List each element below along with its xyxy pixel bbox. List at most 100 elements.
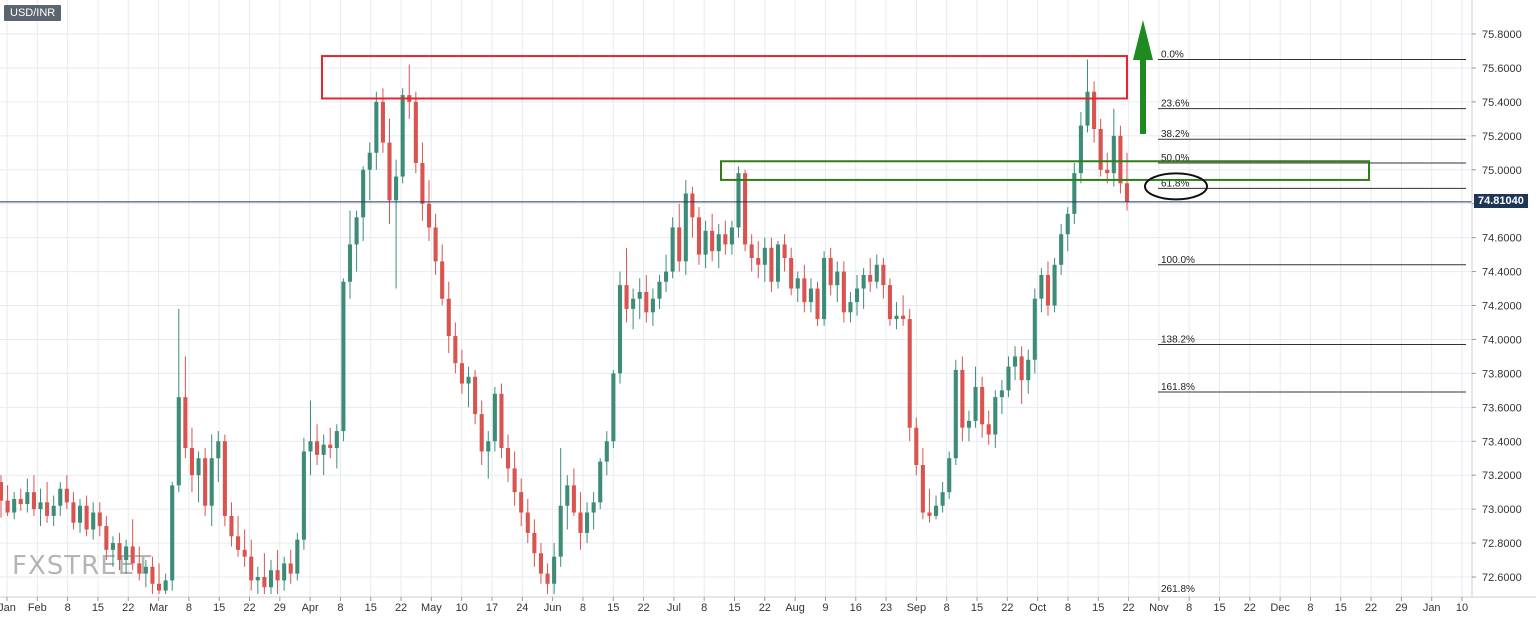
candle-body	[986, 424, 991, 435]
candle-body	[815, 288, 820, 320]
candle-body	[156, 583, 162, 591]
candle-body	[150, 566, 155, 584]
x-tick-label: 8	[1186, 602, 1192, 614]
candle-body	[124, 546, 129, 561]
x-tick-label: Sep	[907, 602, 927, 614]
candle-body	[328, 444, 333, 449]
candle-body	[604, 441, 609, 462]
annotations	[0, 20, 1472, 203]
candle-body	[914, 427, 919, 466]
candle-body	[1124, 183, 1130, 202]
x-tick-label: 15	[1213, 602, 1225, 614]
y-tick-label: 72.6000	[1482, 572, 1522, 584]
x-tick-label: 15	[213, 602, 225, 614]
candle-body	[1118, 135, 1123, 184]
candle-body	[795, 278, 800, 289]
candle-body	[1006, 366, 1011, 391]
candle-body	[644, 291, 649, 313]
candle-body	[262, 577, 267, 588]
y-tick-label: 73.4000	[1482, 436, 1522, 448]
x-tick-label: 15	[1335, 602, 1347, 614]
candle-body	[110, 543, 115, 550]
candle-body	[347, 244, 353, 282]
fib-label: 61.8%	[1161, 178, 1189, 189]
candle-body	[84, 505, 89, 530]
fib-label: 100.0%	[1161, 255, 1195, 266]
candle-body	[130, 546, 135, 564]
candle-body	[31, 492, 36, 510]
candle-body	[1039, 274, 1044, 299]
candle-body	[637, 291, 642, 299]
candle-body	[690, 193, 695, 218]
x-tick-label: 8	[1065, 602, 1071, 614]
x-tick-label: Jan	[0, 602, 16, 614]
candle-body	[249, 556, 254, 581]
candle-body	[440, 261, 445, 299]
fib-label: 161.8%	[1161, 382, 1195, 393]
candle-body	[268, 570, 274, 588]
candle-body	[58, 488, 63, 506]
candle-body	[189, 448, 195, 476]
candle-body	[499, 393, 504, 449]
x-tick-label: 22	[1244, 602, 1256, 614]
candle-body	[940, 492, 945, 506]
candle-body	[1052, 264, 1057, 306]
candle-body	[71, 502, 76, 523]
x-tick-label: Jan	[1423, 602, 1441, 614]
x-tick-label: 22	[637, 602, 649, 614]
candle-body	[486, 441, 491, 452]
candle-body	[835, 271, 840, 286]
candle-body	[400, 95, 405, 177]
candle-body	[288, 563, 293, 574]
candle-body	[295, 539, 300, 574]
y-tick-label: 75.8000	[1482, 29, 1522, 41]
x-tick-label: 8	[337, 602, 343, 614]
watermark: FXSTREET	[12, 551, 152, 581]
candle-body	[907, 319, 912, 428]
fib-label: 261.8%	[1161, 584, 1195, 595]
x-tick-label: Apr	[302, 602, 319, 614]
y-tick-label: 74.0000	[1482, 334, 1522, 346]
candle-body	[848, 302, 853, 313]
candle-body	[598, 461, 603, 503]
candle-body	[802, 278, 807, 303]
candle-body	[999, 390, 1004, 398]
candle-body	[473, 376, 478, 415]
candle-body	[315, 441, 320, 455]
y-tick-label: 75.4000	[1482, 97, 1522, 109]
x-tick-label: 24	[516, 602, 528, 614]
x-tick-label: 8	[1307, 602, 1313, 614]
candle-body	[683, 193, 688, 262]
x-tick-label: 16	[850, 602, 862, 614]
x-tick-label: 15	[365, 602, 377, 614]
y-axis: 75.800075.600075.400075.200075.000074.80…	[1471, 0, 1522, 597]
candle-body	[591, 502, 596, 513]
fibonacci-retracement: 0.0% 23.6% 38.2% 50.0% 61.8% 100.0% 138.2% 161.…	[1158, 49, 1466, 595]
x-tick-label: 15	[1092, 602, 1104, 614]
x-tick-label: 15	[607, 602, 619, 614]
y-tick-label: 75.0000	[1482, 165, 1522, 177]
candle-body	[861, 274, 866, 289]
x-tick-label: 8	[186, 602, 192, 614]
x-tick-label: 15	[728, 602, 740, 614]
candle-body	[374, 101, 379, 153]
candle-body	[664, 271, 669, 282]
candle-body	[1045, 274, 1051, 306]
candle-body	[552, 556, 557, 584]
x-tick-label: 29	[1395, 602, 1407, 614]
x-axis: Jan Feb 8 15 22 Mar 8 15 22 29 Apr 8 15 22 May 10 17 24 Ju…	[0, 596, 1536, 614]
symbol-label: USD/INR	[4, 5, 62, 21]
candle-body	[993, 397, 998, 435]
candle-body	[117, 543, 122, 561]
candle-body	[545, 573, 550, 584]
x-tick-label: 10	[1456, 602, 1468, 614]
x-tick-label: 9	[822, 602, 828, 614]
candle-body	[18, 498, 23, 505]
candle-body	[1026, 359, 1031, 381]
candle-body	[828, 257, 833, 286]
candle-body	[64, 488, 69, 503]
candle-body	[209, 458, 214, 506]
candle-body	[808, 288, 813, 303]
x-tick-label: Jul	[667, 602, 681, 614]
